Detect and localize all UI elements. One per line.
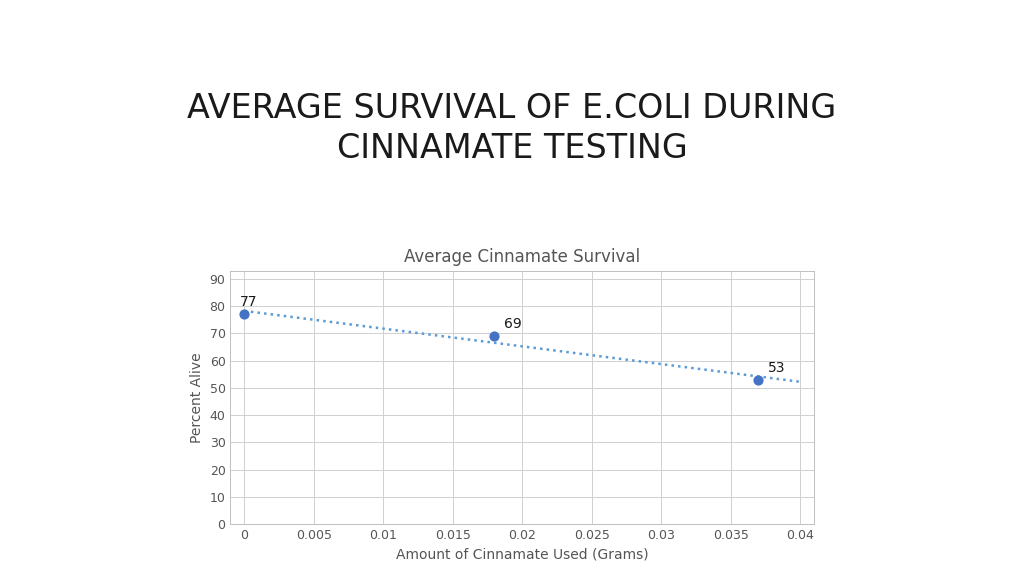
Title: Average Cinnamate Survival: Average Cinnamate Survival	[404, 248, 640, 266]
Text: 69: 69	[504, 317, 522, 331]
X-axis label: Amount of Cinnamate Used (Grams): Amount of Cinnamate Used (Grams)	[396, 548, 648, 562]
Point	[751, 375, 767, 384]
Text: 53: 53	[768, 361, 785, 374]
Text: AVERAGE SURVIVAL OF E.COLI DURING
CINNAMATE TESTING: AVERAGE SURVIVAL OF E.COLI DURING CINNAM…	[187, 92, 837, 165]
Point	[237, 310, 253, 319]
Text: 77: 77	[240, 295, 258, 309]
Y-axis label: Percent Alive: Percent Alive	[190, 352, 204, 443]
Point	[486, 332, 503, 341]
